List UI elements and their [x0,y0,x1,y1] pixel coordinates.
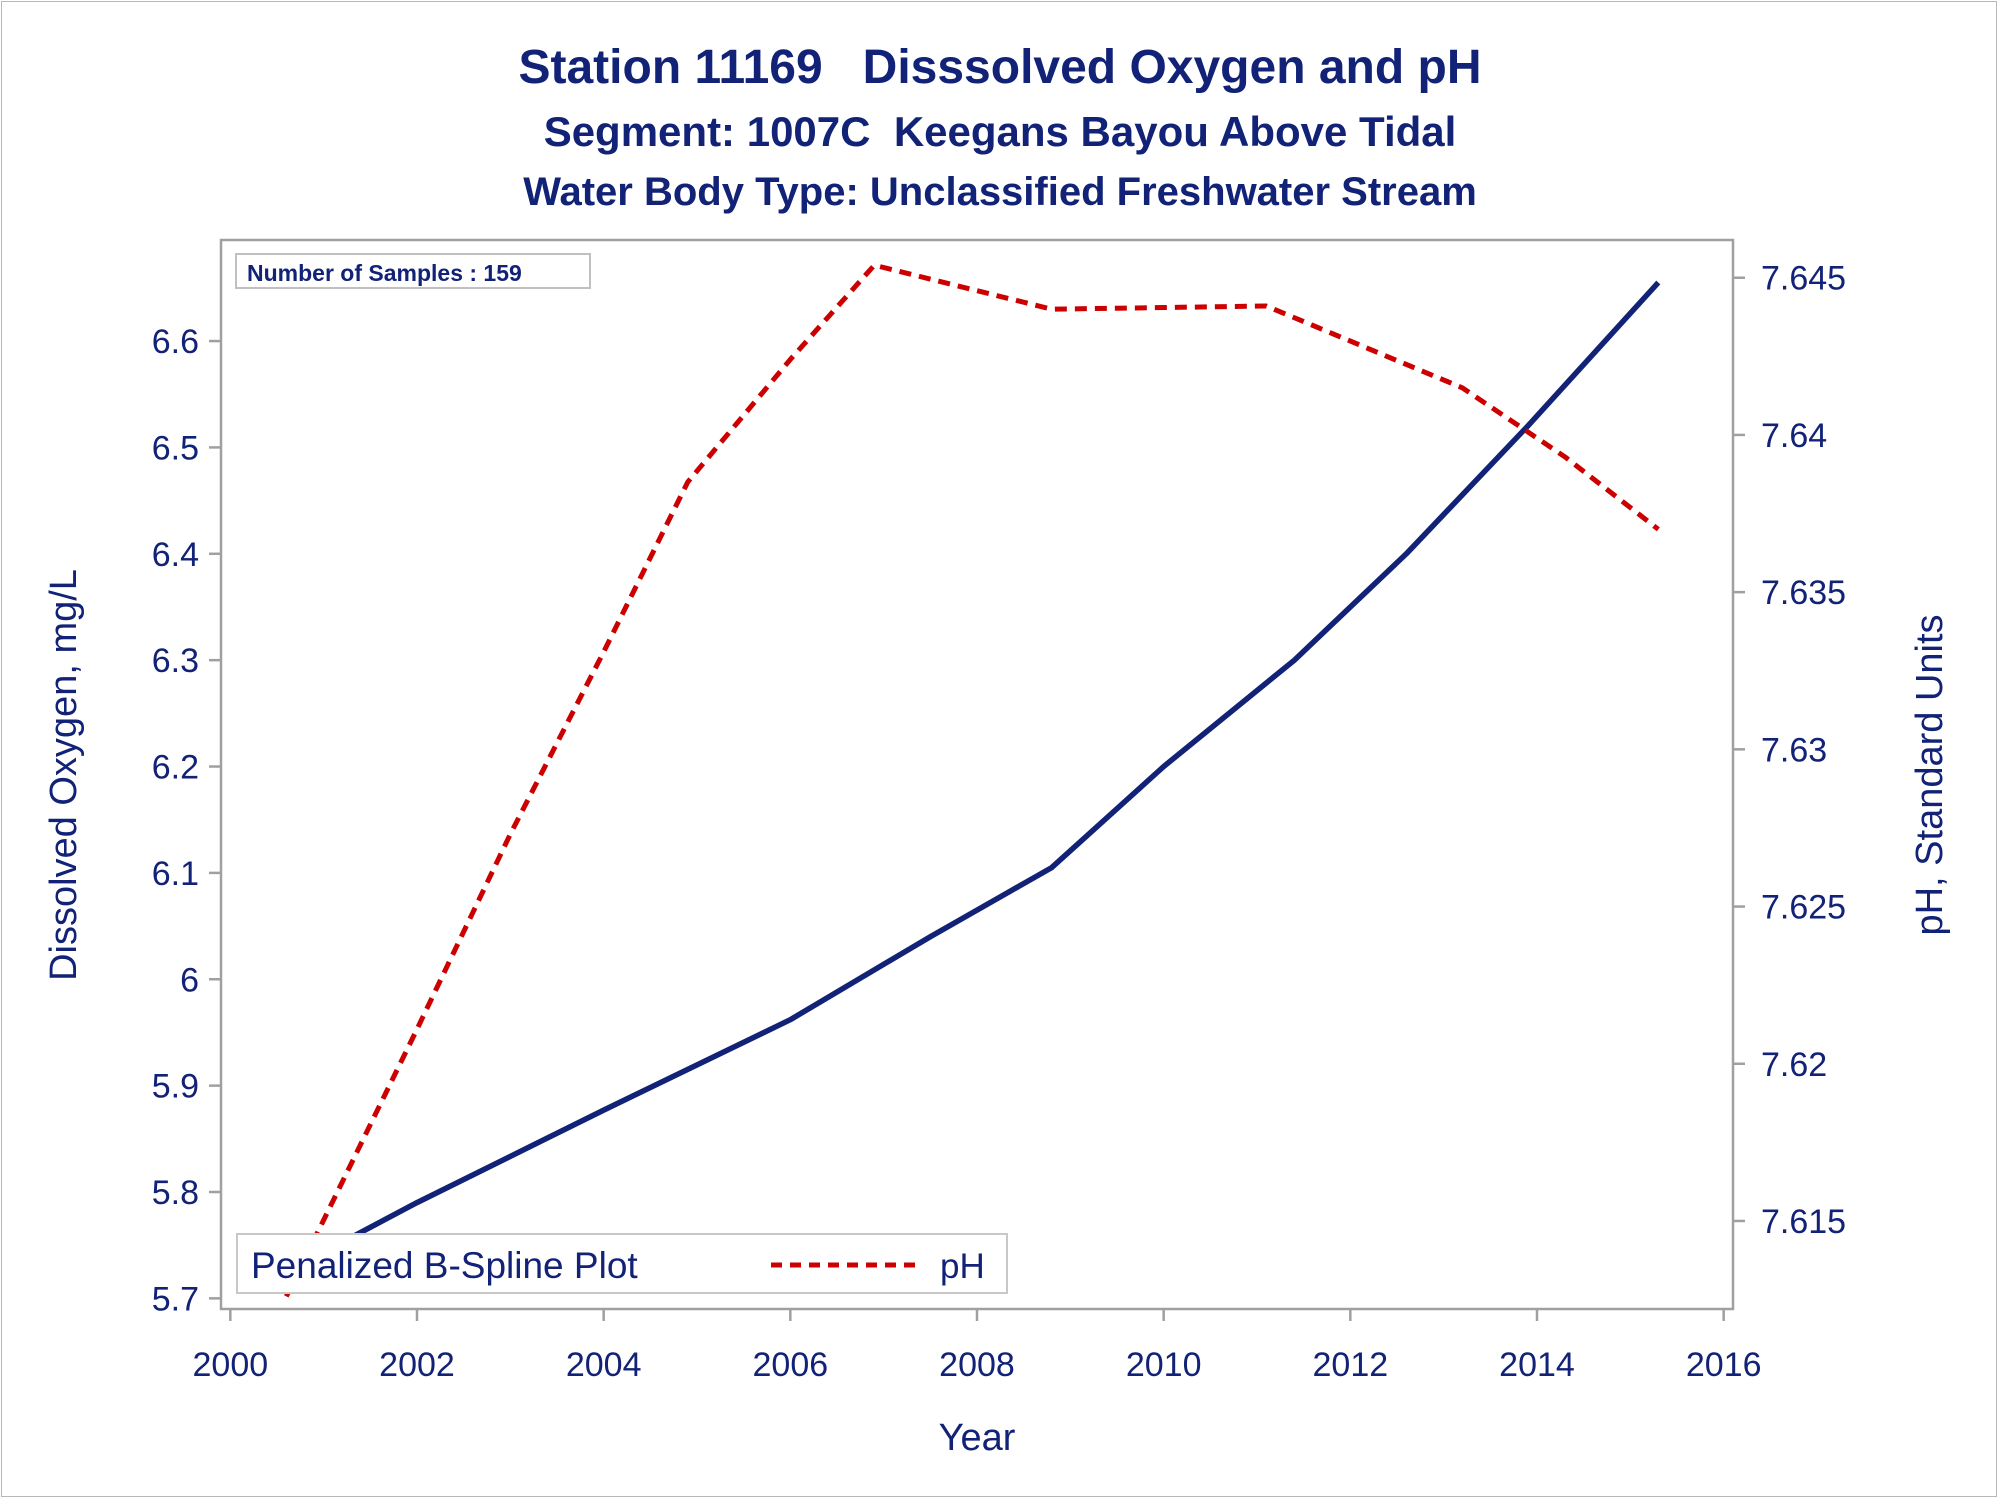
y-tick-label: 5.9 [152,1068,199,1106]
plot-area [219,238,1735,1311]
dissolved-oxygen-series-line [285,280,1661,1275]
y2-tick-label: 7.645 [1761,260,1846,298]
x-tick-label: 2012 [1313,1346,1389,1384]
x-tick-label: 2004 [566,1346,642,1384]
y-tick-label: 5.7 [152,1280,199,1318]
y2-tick-label: 7.63 [1761,731,1827,769]
x-axis-title: Year [939,1417,1016,1459]
legend-ph-label: pH [940,1247,985,1286]
samples-inset: Number of Samples : 159 [235,253,591,289]
y-axis-left: 5.7 5.8 5.9 6 6.1 6.2 6.3 6.4 6.5 6.6 [152,323,221,1318]
y-axis-title: Dissolved Oxygen, mg/L [43,569,85,981]
y2-tick-label: 7.625 [1761,889,1846,927]
chart-subtitle-segment: Segment: 1007C Keegans Bayou Above Tidal [543,108,1457,155]
x-tick-label: 2006 [753,1346,829,1384]
y-tick-label: 6.2 [152,749,199,787]
x-tick-label: 2016 [1686,1346,1762,1384]
series-layer [284,262,1661,1298]
samples-count-label: Number of Samples : 159 [247,260,522,286]
legend-box [236,1233,1008,1294]
legend: Penalized B-Spline Plot pH [236,1233,1008,1294]
y2-tick-label: 7.64 [1761,417,1827,455]
ph-series-line [284,262,1660,1298]
x-tick-label: 2002 [379,1346,455,1384]
y-tick-label: 6 [180,961,199,999]
y-tick-label: 5.8 [152,1174,199,1212]
y-tick-label: 6.1 [152,855,199,893]
samples-inset-box [235,253,591,289]
x-axis: 2000 2002 2004 2006 2008 2010 2012 2014 2016 [193,1309,1762,1384]
chart-subtitle-water-body: Water Body Type: Unclassified Freshwater… [523,170,1477,214]
y-tick-label: 6.5 [152,429,199,467]
x-tick-label: 2010 [1126,1346,1202,1384]
y-tick-label: 6.3 [152,642,199,680]
x-tick-label: 2014 [1499,1346,1575,1384]
y2-axis-title: pH, Standard Units [1909,614,1951,935]
legend-spline-label: Penalized B-Spline Plot [251,1245,638,1286]
x-tick-label: 2008 [939,1346,1015,1384]
y2-tick-label: 7.62 [1761,1046,1827,1084]
y2-tick-label: 7.635 [1761,574,1846,612]
y-tick-label: 6.4 [152,536,199,574]
x-tick-label: 2000 [193,1346,269,1384]
y-tick-label: 6.6 [152,323,199,361]
y2-tick-label: 7.615 [1761,1203,1846,1241]
y-axis-right: 7.615 7.62 7.625 7.63 7.635 7.64 7.645 [1733,260,1846,1241]
chart-title: Station 11169 Disssolved Oxygen and pH [518,41,1482,94]
